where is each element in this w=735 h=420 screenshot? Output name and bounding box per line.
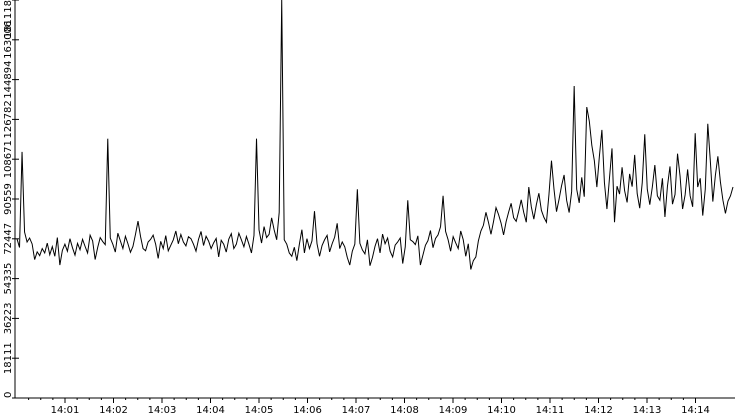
x-tick-label: 14:08 <box>390 405 419 415</box>
x-tick-label: 14:11 <box>536 405 565 415</box>
series-line <box>16 0 734 270</box>
y-tick-label: 18111 <box>3 342 14 374</box>
x-tick-label: 14:02 <box>99 405 128 415</box>
y-tick-label: 181118 <box>3 0 14 38</box>
x-axis: 14:01 14:02 14:03 14:04 14:05 14:06 14:07 14:08… <box>15 397 735 416</box>
x-tick-label: 14:12 <box>584 405 613 415</box>
x-tick-label: 14:13 <box>633 405 662 415</box>
x-tick-label: 14:14 <box>681 405 710 415</box>
x-tick-label: 14:04 <box>196 405 225 415</box>
x-tick-label: 14:09 <box>439 405 468 415</box>
x-tick-label: 14:05 <box>245 405 274 415</box>
y-axis: 0 18111 36223 54335 72447 90559 108671 12678214… <box>3 0 19 399</box>
y-tick-label: 90559 <box>3 183 14 215</box>
y-tick-label: 163006 <box>3 21 14 59</box>
y-tick-label: 108671 <box>3 140 14 178</box>
x-tick-label: 14:06 <box>293 405 322 415</box>
x-tick-label: 14:10 <box>487 405 516 415</box>
x-tick-label: 14:07 <box>342 405 371 415</box>
y-tick-label: 126782 <box>3 100 14 138</box>
y-tick-label: 36223 <box>3 302 14 334</box>
x-tick-label: 14:01 <box>51 405 80 415</box>
y-tick-label: 54335 <box>3 263 14 295</box>
y-tick-label: 144894 <box>3 61 14 99</box>
plot-area <box>16 0 734 270</box>
y-tick-label: 72447 <box>3 223 14 255</box>
y-tick-label: 0 <box>3 392 14 398</box>
x-tick-label: 14:03 <box>148 405 177 415</box>
